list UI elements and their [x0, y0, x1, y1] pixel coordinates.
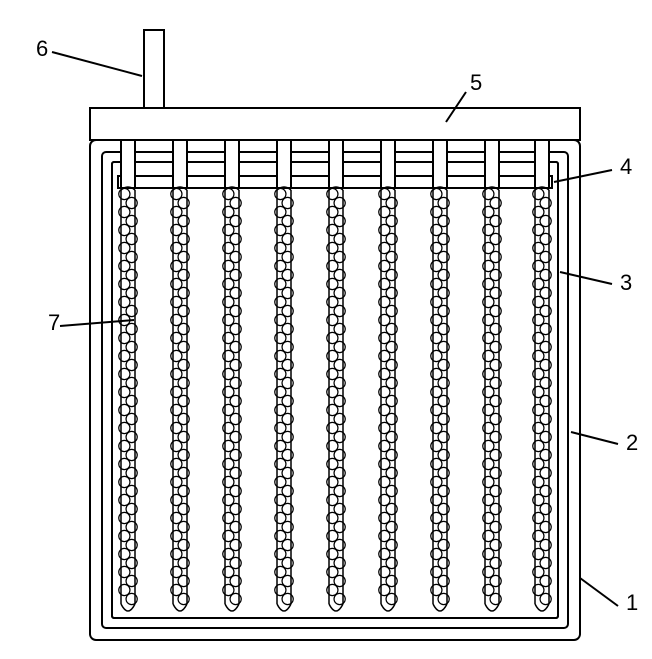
label-6: 6: [36, 36, 48, 61]
stub-2: [225, 140, 239, 176]
post: [144, 30, 164, 108]
stub-1: [173, 140, 187, 176]
top-slab: [90, 108, 580, 140]
stub-8: [535, 140, 549, 176]
bg: [0, 0, 652, 659]
stub-6: [433, 140, 447, 176]
label-1: 1: [626, 590, 638, 615]
label-5: 5: [470, 70, 482, 95]
label-2: 2: [626, 430, 638, 455]
stub-7: [485, 140, 499, 176]
stub-4: [329, 140, 343, 176]
label-7: 7: [48, 310, 60, 335]
stub-3: [277, 140, 291, 176]
label-3: 3: [620, 270, 632, 295]
crossbar: [118, 176, 552, 188]
label-4: 4: [620, 154, 632, 179]
stub-5: [381, 140, 395, 176]
stub-0: [121, 140, 135, 176]
